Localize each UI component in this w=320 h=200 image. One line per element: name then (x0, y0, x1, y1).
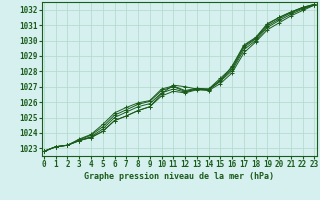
X-axis label: Graphe pression niveau de la mer (hPa): Graphe pression niveau de la mer (hPa) (84, 172, 274, 181)
